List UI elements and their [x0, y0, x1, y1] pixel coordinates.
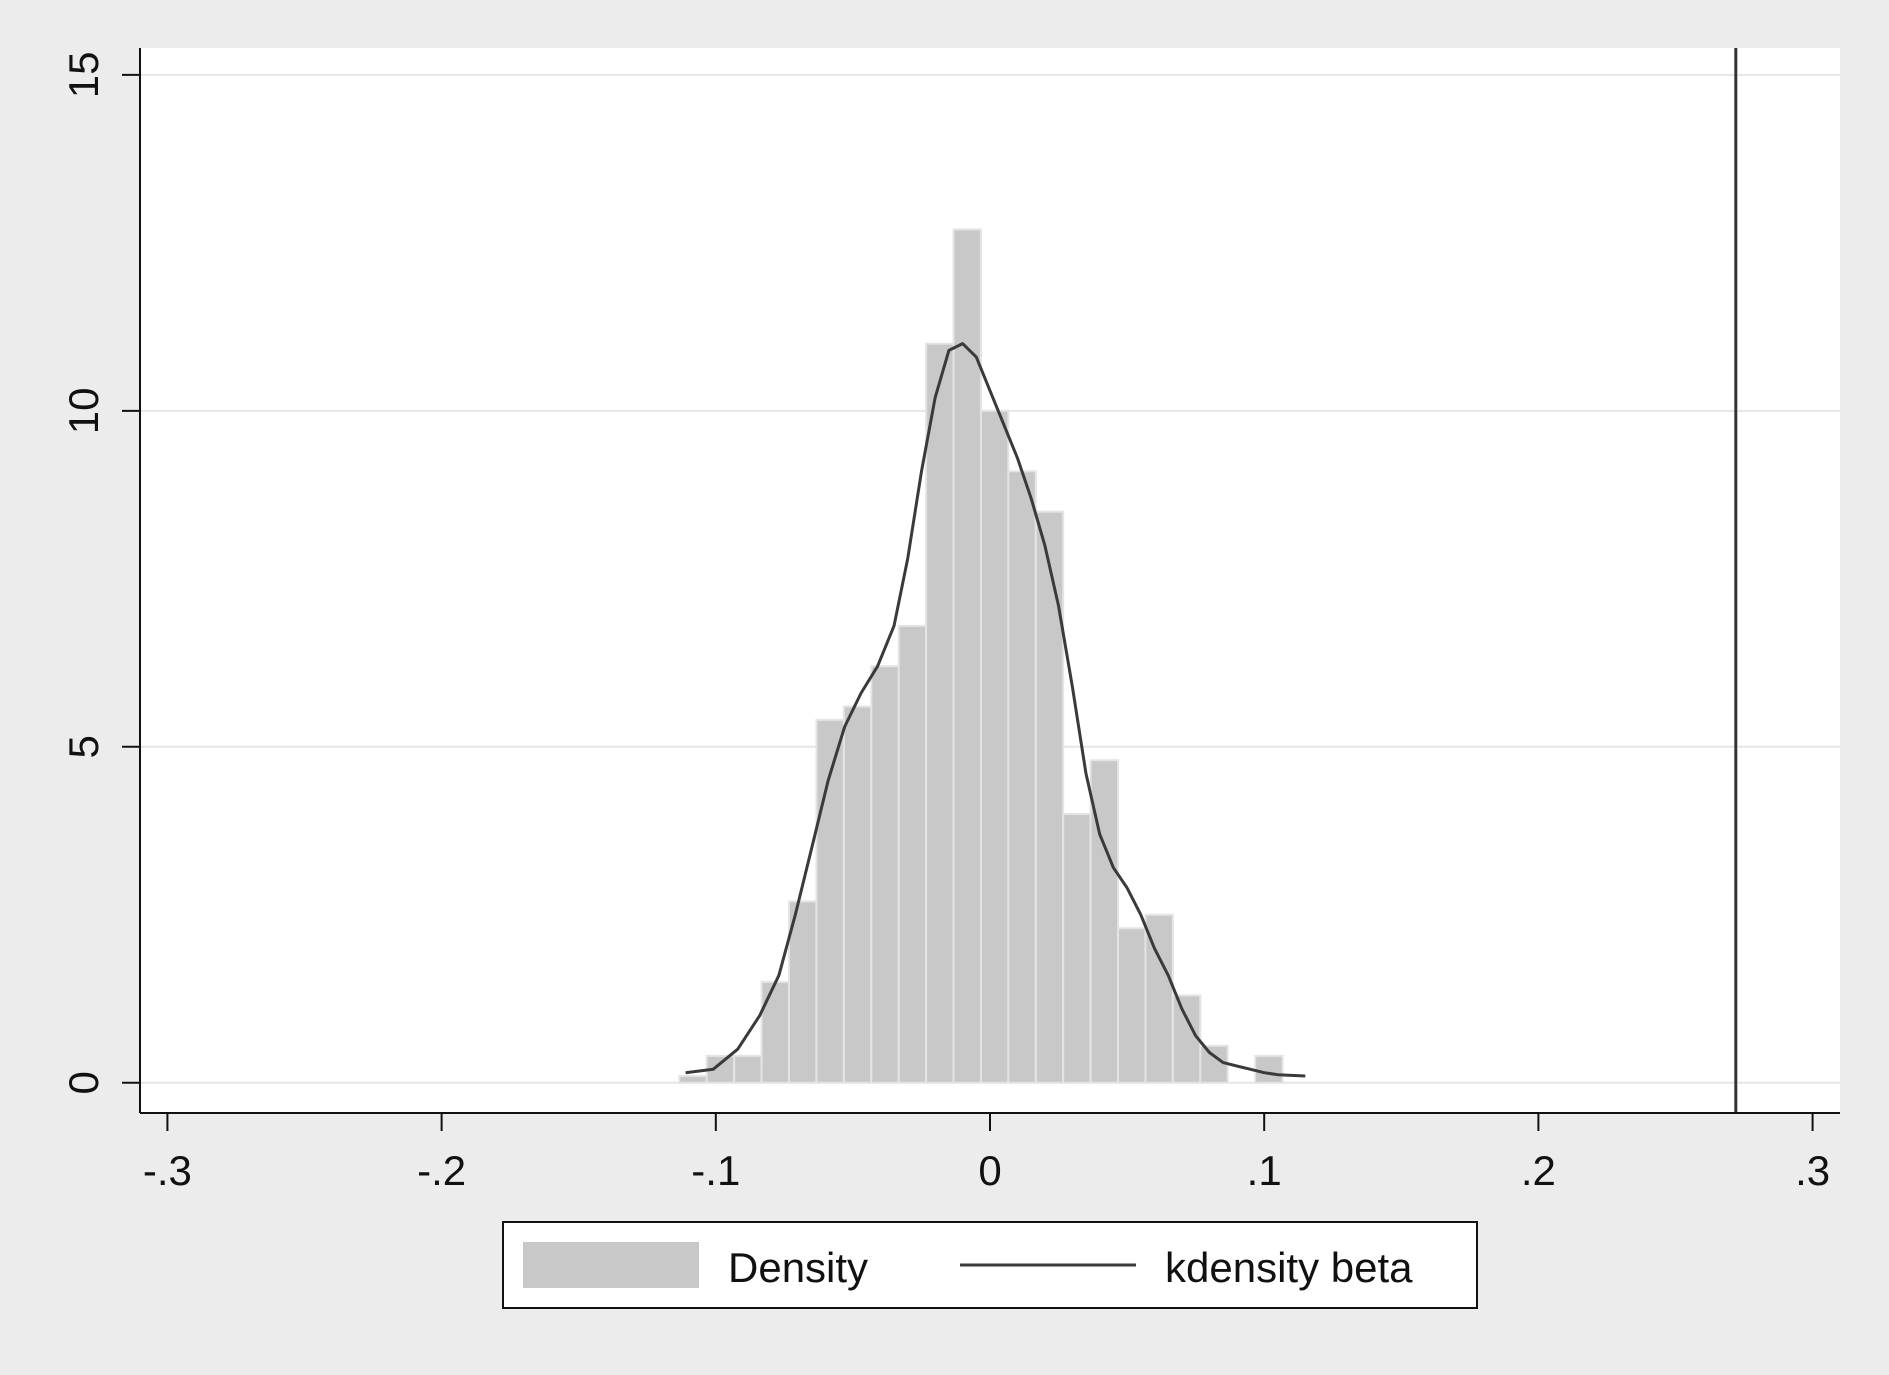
histogram-bar-19 [1199, 1044, 1229, 1084]
y-tick-label-2: 10 [60, 387, 107, 434]
kdensity-layer [685, 342, 1306, 1078]
y-tick-label-3: 15 [60, 52, 107, 99]
histogram-bar-3 [760, 980, 791, 1084]
y-tick-label-1: 5 [60, 735, 107, 758]
x-tick-label-1: -.2 [417, 1147, 466, 1194]
legend-density-label: Density [728, 1244, 868, 1291]
histogram-bar-6 [842, 705, 873, 1084]
x-tick-label-0: -.3 [143, 1147, 192, 1194]
histogram-bar-11 [979, 409, 1010, 1084]
histogram-bar-10 [952, 228, 982, 1084]
histogram-bar-4 [788, 900, 818, 1084]
histogram-bar-13 [1034, 510, 1065, 1084]
x-tick-label-2: -.1 [691, 1147, 740, 1194]
histogram-bar-17 [1144, 913, 1174, 1084]
x-tick-label-4: .1 [1247, 1147, 1282, 1194]
histogram-bars [678, 228, 1284, 1084]
y-axis-ticks: 0 5 10 15 [60, 52, 140, 1094]
legend-density-swatch [523, 1242, 699, 1288]
histogram-bar-12 [1007, 470, 1037, 1084]
histogram-bar-18 [1171, 994, 1202, 1084]
legend: Density kdensity beta [502, 1221, 1478, 1309]
histogram-bar-2 [733, 1054, 763, 1084]
histogram-bar-21 [1254, 1054, 1284, 1084]
legend-kdensity-label: kdensity beta [1165, 1244, 1413, 1291]
histogram-bar-7 [870, 665, 900, 1084]
x-tick-label-3: 0 [978, 1147, 1001, 1194]
histogram-bar-9 [925, 342, 955, 1084]
kdensity-line [685, 342, 1306, 1078]
histogram-bar-0 [678, 1075, 708, 1084]
x-tick-label-5: .2 [1521, 1147, 1556, 1194]
histogram-bar-14 [1062, 812, 1092, 1084]
x-axis-ticks: -.3 -.2 -.1 0 .1 .2 .3 [143, 1113, 1830, 1194]
x-tick-label-6: .3 [1795, 1147, 1830, 1194]
histogram-bar-16 [1117, 927, 1147, 1084]
histogram-bar-8 [897, 624, 928, 1084]
y-tick-label-0: 0 [60, 1071, 107, 1094]
